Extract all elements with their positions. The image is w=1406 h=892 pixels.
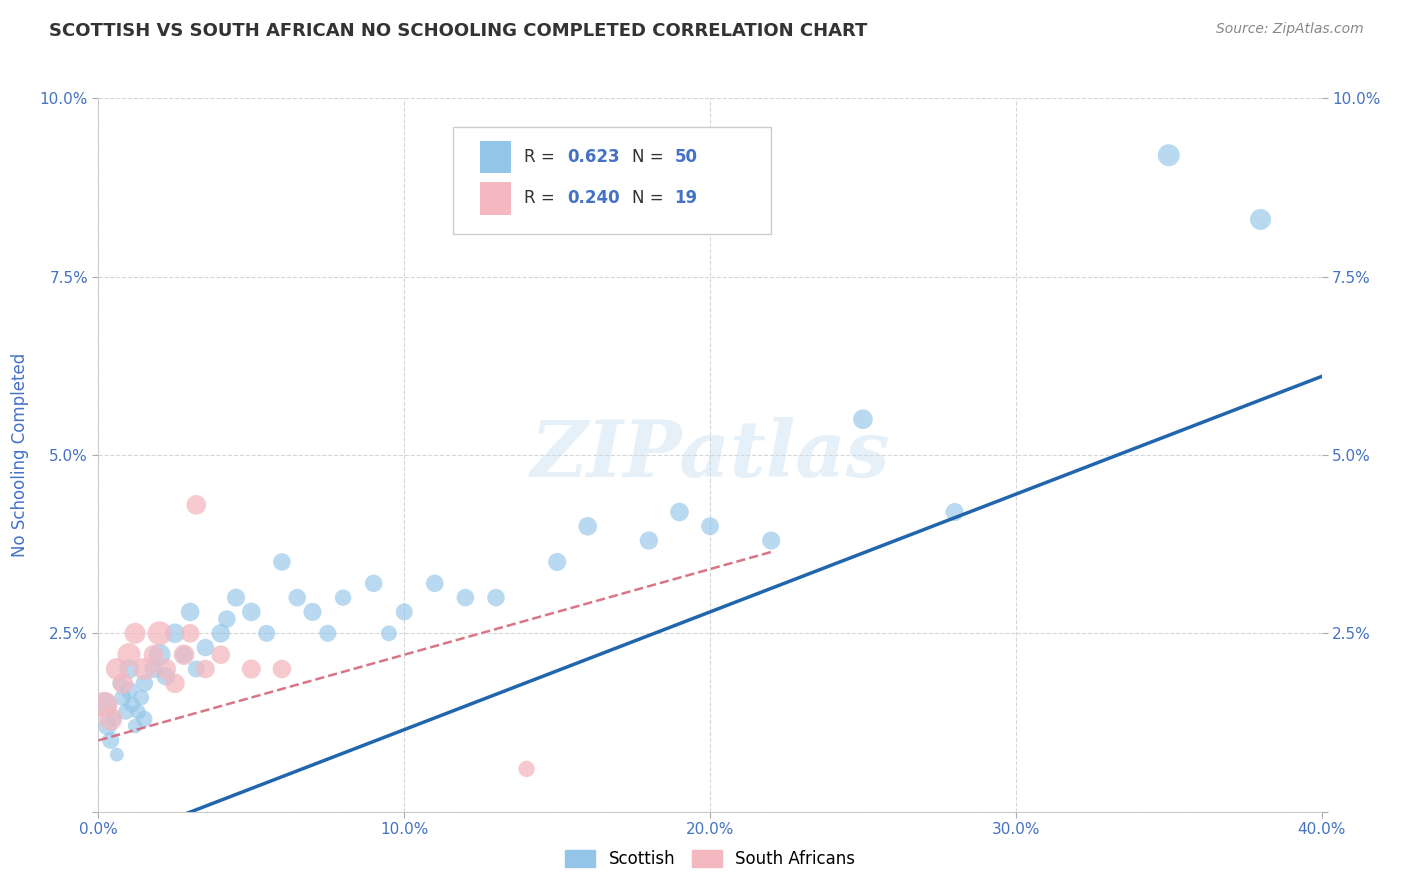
Point [225, 591, 247, 605]
Point [194, 662, 217, 676]
Bar [479, 182, 510, 214]
Text: R =: R = [524, 189, 560, 208]
Point [118, 683, 141, 698]
Point [93, 698, 115, 712]
Point [149, 626, 172, 640]
Text: 19: 19 [675, 189, 697, 208]
Text: 0.240: 0.240 [567, 189, 620, 208]
Point [111, 676, 134, 690]
Point [637, 533, 661, 548]
Point [301, 605, 323, 619]
Point [1249, 212, 1271, 227]
Point [852, 412, 875, 426]
Point [316, 626, 339, 640]
Point [699, 519, 721, 533]
Point [240, 662, 263, 676]
Point [163, 626, 186, 640]
Point [142, 648, 165, 662]
Point [115, 705, 138, 719]
Point [134, 662, 156, 676]
FancyBboxPatch shape [453, 127, 772, 234]
Point [215, 612, 238, 626]
Text: Source: ZipAtlas.com: Source: ZipAtlas.com [1216, 22, 1364, 37]
Text: N =: N = [631, 189, 669, 208]
Point [186, 498, 208, 512]
Text: 0.623: 0.623 [567, 148, 620, 166]
Point [142, 662, 165, 676]
Point [105, 662, 128, 676]
Point [454, 591, 477, 605]
Point [124, 719, 146, 733]
Point [118, 648, 141, 662]
Point [121, 698, 143, 712]
Point [179, 626, 201, 640]
Point [270, 555, 292, 569]
Text: SCOTTISH VS SOUTH AFRICAN NO SCHOOLING COMPLETED CORRELATION CHART: SCOTTISH VS SOUTH AFRICAN NO SCHOOLING C… [49, 22, 868, 40]
Bar [479, 141, 510, 173]
Point [209, 648, 232, 662]
Point [173, 648, 195, 662]
Point [105, 747, 128, 762]
Point [129, 690, 152, 705]
Point [103, 712, 125, 726]
Point [155, 669, 177, 683]
Point [93, 698, 115, 712]
Point [240, 605, 263, 619]
Text: 50: 50 [675, 148, 697, 166]
Point [423, 576, 446, 591]
Point [668, 505, 690, 519]
Point [1157, 148, 1180, 162]
Point [111, 690, 134, 705]
Point [256, 626, 278, 640]
Point [270, 662, 292, 676]
Point [194, 640, 217, 655]
Point [392, 605, 416, 619]
Point [163, 676, 186, 690]
Point [546, 555, 568, 569]
Legend: Scottish, South Africans: Scottish, South Africans [558, 843, 862, 875]
Point [127, 705, 149, 719]
Point [108, 676, 131, 690]
Point [332, 591, 354, 605]
Point [155, 662, 177, 676]
Point [118, 662, 141, 676]
Point [100, 733, 122, 747]
Point [186, 662, 208, 676]
Point [485, 591, 508, 605]
Point [134, 712, 156, 726]
Y-axis label: No Schooling Completed: No Schooling Completed [10, 353, 28, 557]
Point [97, 719, 120, 733]
Point [173, 648, 195, 662]
Point [100, 712, 122, 726]
Point [576, 519, 599, 533]
Point [943, 505, 966, 519]
Point [516, 762, 538, 776]
Point [378, 626, 401, 640]
Point [209, 626, 232, 640]
Text: ZIPatlas: ZIPatlas [530, 417, 890, 493]
Text: R =: R = [524, 148, 560, 166]
Point [134, 676, 156, 690]
Point [285, 591, 308, 605]
Point [363, 576, 385, 591]
Point [759, 533, 782, 548]
Point [179, 605, 201, 619]
Point [149, 648, 172, 662]
Text: N =: N = [631, 148, 669, 166]
Point [124, 626, 146, 640]
